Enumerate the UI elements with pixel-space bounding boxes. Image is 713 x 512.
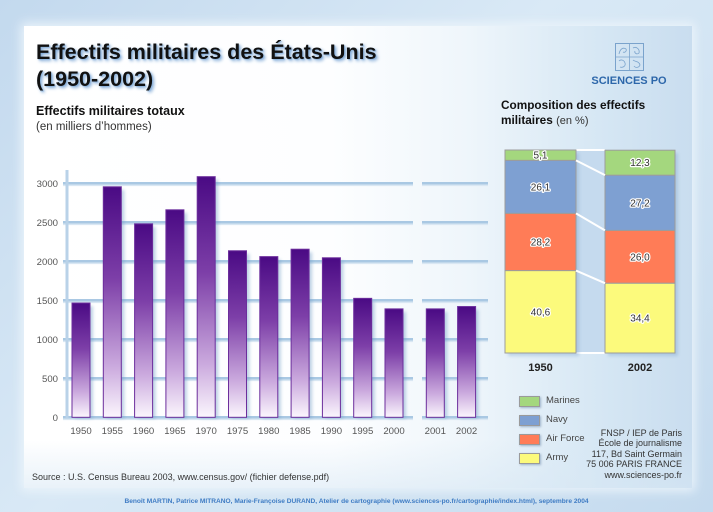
segment-marines-1950 bbox=[504, 149, 577, 161]
panel-tint bbox=[24, 440, 692, 488]
legend-label: Air Force bbox=[546, 433, 585, 444]
y-tick-label: 1000 bbox=[37, 335, 58, 346]
x-tick-label: 1950 bbox=[70, 426, 91, 437]
segment-army-1950 bbox=[504, 270, 577, 354]
bar-1960 bbox=[134, 223, 154, 418]
y-tick-label: 2500 bbox=[37, 218, 58, 229]
x-tick-label: 2002 bbox=[456, 426, 477, 437]
connector-line bbox=[575, 159, 606, 177]
address-line: www.sciences-po.fr bbox=[604, 469, 682, 480]
bar-1990 bbox=[321, 257, 341, 418]
source-note: Source : U.S. Census Bureau 2003, www.ce… bbox=[32, 472, 330, 482]
segment-label: 5,1 bbox=[534, 151, 548, 162]
bar-1970 bbox=[196, 176, 216, 418]
x-tick-label: 1985 bbox=[289, 426, 310, 437]
address-line: FNSP / IEP de Paris bbox=[600, 428, 682, 438]
connector-band bbox=[576, 150, 605, 353]
segment-air-force-1950 bbox=[504, 212, 577, 272]
bar-1980 bbox=[259, 256, 279, 418]
segment-label: 28,2 bbox=[531, 237, 551, 248]
connector-line bbox=[575, 269, 606, 285]
bar-2002 bbox=[457, 306, 477, 418]
x-tick-label: 1995 bbox=[352, 426, 373, 437]
y-tick-label: 3000 bbox=[37, 179, 58, 190]
legend-label: Army bbox=[546, 452, 569, 463]
segment-army-2002 bbox=[604, 282, 676, 354]
x-tick-label: 1975 bbox=[227, 426, 248, 437]
composition-chart-title: Composition des effectifs militaires (en… bbox=[501, 98, 645, 129]
logo-text: SCIENCES PO bbox=[591, 75, 667, 87]
connector-line bbox=[575, 212, 606, 232]
y-tick-label: 1500 bbox=[37, 296, 58, 307]
composition-title-line-1: Composition des effectifs bbox=[501, 98, 646, 112]
address-line: École de journalisme bbox=[598, 438, 682, 449]
bar-chart-title: Effectifs militaires totaux bbox=[36, 104, 185, 118]
bar-1950 bbox=[71, 302, 91, 418]
legend-swatch-army bbox=[519, 453, 540, 464]
y-tick-label: 500 bbox=[42, 374, 58, 385]
credit-line: Benoît MARTIN, Patrice MITRANO, Marie-Fr… bbox=[124, 498, 589, 505]
x-tick-label: 2001 bbox=[425, 426, 446, 437]
bar-1985 bbox=[290, 248, 310, 418]
x-tick-label: 1990 bbox=[321, 426, 342, 437]
x-tick-label: 2000 bbox=[383, 426, 404, 437]
legend-swatch-air-force bbox=[519, 434, 540, 445]
column-label: 2002 bbox=[628, 362, 652, 374]
bar-2000 bbox=[384, 308, 404, 418]
segment-navy-1950 bbox=[504, 159, 577, 214]
segment-label: 27,2 bbox=[630, 198, 650, 209]
bar-1975 bbox=[228, 250, 247, 418]
address-line: 75 006 PARIS FRANCE bbox=[586, 459, 682, 470]
bar-2001 bbox=[425, 308, 445, 418]
segment-label: 40,6 bbox=[531, 307, 551, 318]
bar-1965 bbox=[165, 209, 185, 418]
composition-title-line-2: militaires (en %) bbox=[501, 113, 645, 129]
x-tick-label: 1980 bbox=[258, 426, 279, 437]
legend-label: Navy bbox=[546, 414, 568, 425]
bar-chart-unit: (en milliers d’hommes) bbox=[36, 121, 152, 133]
segment-label: 26,1 bbox=[531, 182, 551, 193]
legend-swatch-marines bbox=[519, 396, 540, 407]
legend-label: Marines bbox=[546, 395, 580, 406]
page-title: Effectifs militaires des États-Unis (195… bbox=[36, 39, 377, 93]
composition-title-word: militaires bbox=[501, 113, 553, 127]
bar-1955 bbox=[102, 186, 122, 418]
y-tick-label: 0 bbox=[53, 413, 58, 424]
bar-chart: 0 500 1000 1500 2000 2500 3000 1950 1955 1960 1965… bbox=[37, 170, 488, 437]
segment-navy-2002 bbox=[604, 174, 676, 231]
x-tick-label: 1965 bbox=[164, 426, 185, 437]
composition-unit: (en %) bbox=[556, 115, 589, 127]
segment-marines-2002 bbox=[604, 149, 676, 176]
segment-label: 26,0 bbox=[630, 252, 650, 263]
y-tick-label: 2000 bbox=[37, 257, 58, 268]
segment-label: 34,4 bbox=[630, 314, 650, 325]
legend-swatch-navy bbox=[519, 415, 540, 426]
sciences-po-logo-icon bbox=[615, 43, 644, 71]
title-line-1: Effectifs militaires des États-Unis bbox=[36, 40, 377, 64]
composition-chart: 40,6 28,2 26,1 5,1 1950 34,4 26,0 27,2 12,3 2002 bbox=[504, 149, 678, 374]
sciences-po-logo: SCIENCES PO bbox=[589, 43, 669, 89]
address-block: FNSP / IEP de Paris École de journalisme… bbox=[586, 428, 682, 480]
x-tick-label: 1960 bbox=[133, 426, 154, 437]
x-tick-label: 1955 bbox=[102, 426, 123, 437]
column-label: 1950 bbox=[528, 362, 552, 374]
bar-1995 bbox=[353, 297, 373, 418]
segment-label: 12,3 bbox=[630, 158, 650, 169]
x-tick-label: 1970 bbox=[196, 426, 217, 437]
title-line-2: (1950-2002) bbox=[36, 67, 154, 91]
address-line: 117, Bd Saint Germain bbox=[591, 448, 682, 459]
